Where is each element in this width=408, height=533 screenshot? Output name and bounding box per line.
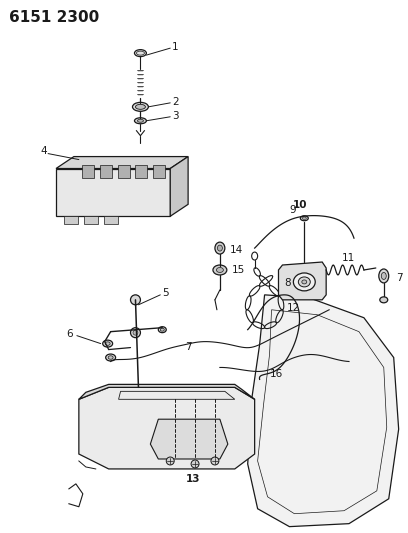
Ellipse shape xyxy=(105,342,110,345)
Ellipse shape xyxy=(216,268,223,272)
Text: 6: 6 xyxy=(66,329,73,338)
Circle shape xyxy=(131,295,140,305)
Circle shape xyxy=(191,460,199,468)
Text: 2: 2 xyxy=(172,97,179,107)
Text: 15: 15 xyxy=(232,265,245,275)
Polygon shape xyxy=(100,165,112,179)
Text: 9: 9 xyxy=(289,205,296,215)
Ellipse shape xyxy=(379,269,389,283)
Text: 11: 11 xyxy=(342,253,355,263)
Text: 12: 12 xyxy=(286,303,300,313)
Text: 14: 14 xyxy=(230,245,243,255)
Ellipse shape xyxy=(137,119,144,122)
Text: 6151 2300: 6151 2300 xyxy=(9,10,100,25)
Ellipse shape xyxy=(380,297,388,303)
Text: 5: 5 xyxy=(162,288,169,298)
Ellipse shape xyxy=(135,118,146,124)
Polygon shape xyxy=(279,262,326,300)
Ellipse shape xyxy=(135,50,146,56)
Polygon shape xyxy=(82,165,94,179)
Text: 7: 7 xyxy=(396,273,402,283)
Ellipse shape xyxy=(302,217,306,220)
Ellipse shape xyxy=(108,356,113,359)
Text: 1: 1 xyxy=(172,42,179,52)
Polygon shape xyxy=(104,216,118,224)
Ellipse shape xyxy=(302,280,307,284)
Ellipse shape xyxy=(160,328,164,331)
Text: 7: 7 xyxy=(185,342,192,352)
Ellipse shape xyxy=(293,273,315,291)
Text: 16: 16 xyxy=(270,369,283,379)
Polygon shape xyxy=(56,168,170,216)
Circle shape xyxy=(131,328,140,337)
Polygon shape xyxy=(84,216,98,224)
Polygon shape xyxy=(248,295,399,527)
Polygon shape xyxy=(79,384,255,399)
Ellipse shape xyxy=(135,104,145,109)
Polygon shape xyxy=(118,165,129,179)
Ellipse shape xyxy=(213,265,227,275)
Ellipse shape xyxy=(133,102,149,111)
Circle shape xyxy=(211,457,219,465)
Ellipse shape xyxy=(217,245,222,251)
Text: 13: 13 xyxy=(186,474,200,484)
Ellipse shape xyxy=(300,216,308,221)
Text: 10: 10 xyxy=(293,200,308,211)
Text: 3: 3 xyxy=(172,111,179,121)
Ellipse shape xyxy=(215,242,225,254)
Polygon shape xyxy=(135,165,147,179)
Ellipse shape xyxy=(298,277,310,287)
Text: 4: 4 xyxy=(40,146,47,156)
Polygon shape xyxy=(64,216,78,224)
Polygon shape xyxy=(79,387,255,469)
Polygon shape xyxy=(153,165,165,179)
Circle shape xyxy=(166,457,174,465)
Circle shape xyxy=(133,330,138,335)
Ellipse shape xyxy=(106,354,115,361)
Polygon shape xyxy=(151,419,228,459)
Ellipse shape xyxy=(103,340,113,347)
Text: 8: 8 xyxy=(284,278,291,288)
Polygon shape xyxy=(56,157,188,168)
Ellipse shape xyxy=(158,327,166,333)
Ellipse shape xyxy=(381,272,386,279)
Polygon shape xyxy=(170,157,188,216)
